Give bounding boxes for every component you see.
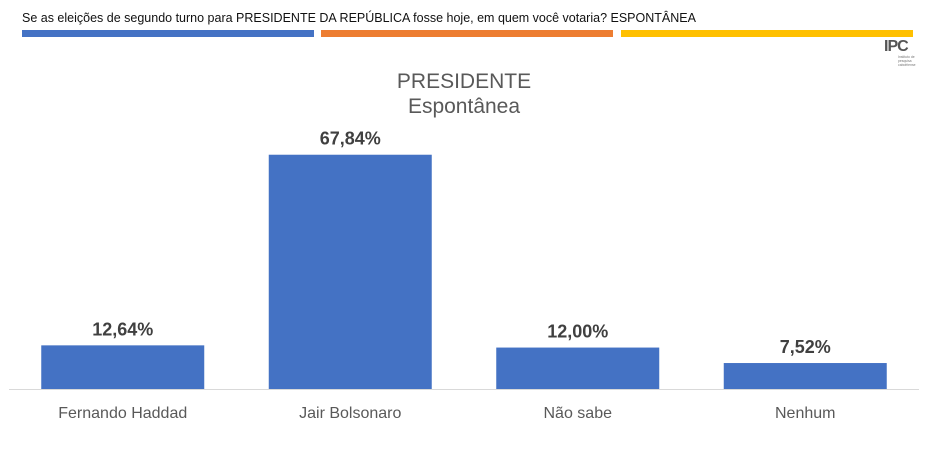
category-label: Fernando Haddad — [58, 405, 187, 422]
bar — [268, 154, 432, 389]
header-stripe-orange — [321, 30, 613, 37]
category-label: Nenhum — [775, 405, 835, 422]
chart-title: PRESIDENTE — [396, 70, 532, 93]
data-label: 7,52% — [780, 337, 831, 357]
data-label: 12,64% — [92, 319, 153, 339]
survey-question: Se as eleições de segundo turno para PRE… — [22, 11, 696, 25]
chart-subtitle: Espontânea — [407, 95, 521, 118]
header-stripe-yellow — [621, 30, 913, 37]
logo-text: IPC — [884, 38, 909, 55]
header-stripe-blue — [22, 30, 314, 37]
category-label: Não sabe — [544, 405, 613, 422]
logo-subtext: Instituto de pesquisa cabofriense — [898, 55, 916, 67]
data-label: 12,00% — [547, 322, 608, 342]
bar — [723, 363, 887, 389]
bar — [41, 345, 205, 389]
category-label: Jair Bolsonaro — [299, 405, 401, 422]
bar — [496, 347, 660, 389]
data-label: 67,84% — [320, 129, 381, 149]
ipc-logo: IPC Instituto de pesquisa cabofriense — [880, 38, 920, 74]
